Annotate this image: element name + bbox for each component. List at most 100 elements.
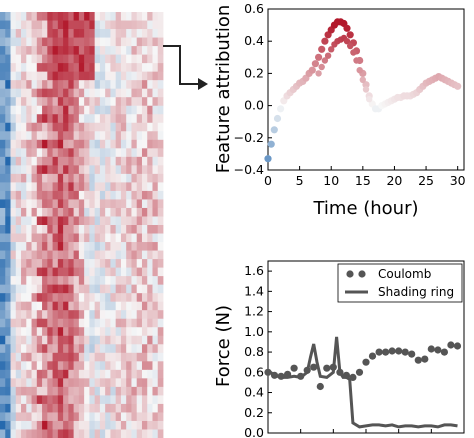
heatmap-cell xyxy=(110,105,117,115)
heatmap-cell xyxy=(21,114,27,124)
heatmap-cell xyxy=(157,233,164,243)
heatmap-cell xyxy=(94,361,101,371)
heatmap-cell xyxy=(42,318,48,328)
heatmap-cell xyxy=(126,29,132,38)
heatmap-cell xyxy=(68,131,75,141)
heatmap-cell xyxy=(26,378,32,388)
heatmap-cell xyxy=(152,352,159,362)
heatmap-cell xyxy=(136,259,143,268)
heatmap-cell xyxy=(110,403,117,413)
heatmap-cell xyxy=(52,207,59,217)
heatmap-cell xyxy=(26,122,32,132)
heatmap-cell xyxy=(126,148,132,158)
heatmap-cell xyxy=(31,284,38,294)
heatmap-cell xyxy=(52,122,59,132)
heatmap-cell xyxy=(5,97,11,107)
heatmap-cell xyxy=(131,250,138,260)
heatmap-cell xyxy=(15,412,22,422)
heatmap-cell xyxy=(21,250,27,260)
heatmap-cell xyxy=(157,310,164,320)
attribution-point xyxy=(454,82,462,90)
heatmap-cell xyxy=(99,105,106,115)
heatmap-cell xyxy=(152,190,159,200)
heatmap-cell xyxy=(99,386,106,396)
heatmap-cell xyxy=(157,225,164,234)
heatmap-cell xyxy=(152,429,159,438)
heatmap-cell xyxy=(120,335,127,345)
heatmap-cell xyxy=(10,165,17,175)
heatmap-cell xyxy=(36,46,43,55)
heatmap-cell xyxy=(115,310,122,320)
heatmap-cell xyxy=(84,20,90,30)
heatmap-cell xyxy=(89,46,96,55)
heatmap-cell xyxy=(5,216,11,226)
heatmap-cell xyxy=(5,46,11,55)
heatmap-cell xyxy=(26,361,32,371)
heatmap-cell xyxy=(115,403,122,413)
heatmap-cell xyxy=(94,267,101,277)
y-tick-label: 0.0 xyxy=(244,98,264,113)
heatmap-cell xyxy=(42,369,48,379)
heatmap-cell xyxy=(68,352,75,362)
heatmap-cell xyxy=(73,429,80,438)
heatmap-cell xyxy=(105,216,111,226)
heatmap-cell xyxy=(73,199,80,209)
heatmap-cell xyxy=(21,386,27,396)
heatmap-cell xyxy=(147,71,153,81)
x-tick-label: 25 xyxy=(423,436,439,438)
heatmap-cell xyxy=(47,284,53,294)
heatmap-cell xyxy=(99,165,106,175)
heatmap-cell xyxy=(26,182,32,192)
heatmap-cell xyxy=(63,395,69,405)
heatmap-cell xyxy=(68,173,75,183)
heatmap-cell xyxy=(42,395,48,405)
heatmap-cell xyxy=(0,233,6,243)
heatmap-cell xyxy=(157,165,164,175)
heatmap-cell xyxy=(157,97,164,107)
heatmap-cell xyxy=(21,190,27,200)
heatmap-cell xyxy=(68,369,75,379)
heatmap-cell xyxy=(36,420,43,430)
heatmap-cell xyxy=(115,318,122,328)
heatmap-cell xyxy=(120,105,127,115)
heatmap-cell xyxy=(73,361,80,371)
heatmap-cell xyxy=(120,369,127,379)
heatmap-cell xyxy=(52,242,59,251)
heatmap-cell xyxy=(42,216,48,226)
heatmap-cell xyxy=(110,276,117,286)
heatmap-cell xyxy=(94,369,101,379)
heatmap-cell xyxy=(152,225,159,234)
heatmap-cell xyxy=(136,361,143,371)
heatmap-cell xyxy=(84,12,90,21)
heatmap-cell xyxy=(5,20,11,30)
heatmap-cell xyxy=(99,131,106,141)
heatmap-cell xyxy=(0,207,6,217)
heatmap-cell xyxy=(31,114,38,124)
coulomb-point xyxy=(310,363,318,371)
heatmap-cell xyxy=(21,276,27,286)
heatmap-cell xyxy=(99,293,106,303)
coulomb-point xyxy=(395,347,403,355)
heatmap-cell xyxy=(141,412,148,422)
heatmap-cell xyxy=(120,88,127,98)
heatmap-cell xyxy=(105,361,111,371)
heatmap-cell xyxy=(47,259,53,268)
heatmap-cell xyxy=(105,242,111,251)
heatmap-cell xyxy=(15,71,22,81)
heatmap-cell xyxy=(73,369,80,379)
legend-coulomb-marker-2 xyxy=(358,270,366,278)
heatmap-cell xyxy=(73,97,80,107)
heatmap-cell xyxy=(105,403,111,413)
heatmap-cell xyxy=(15,46,22,55)
heatmap-cell xyxy=(152,403,159,413)
heatmap-cell xyxy=(63,46,69,55)
heatmap-cell xyxy=(110,182,117,192)
heatmap-cell xyxy=(99,318,106,328)
heatmap-cell xyxy=(42,267,48,277)
heatmap-cell xyxy=(73,233,80,243)
heatmap-cell xyxy=(5,301,11,311)
heatmap-cell xyxy=(10,301,17,311)
heatmap-cell xyxy=(94,97,101,107)
heatmap-cell xyxy=(42,37,48,47)
heatmap-cell xyxy=(31,148,38,158)
